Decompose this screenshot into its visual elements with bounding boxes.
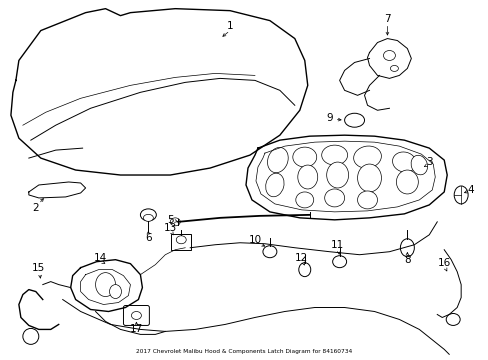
Text: 17: 17 bbox=[129, 324, 143, 334]
Ellipse shape bbox=[453, 186, 467, 204]
Ellipse shape bbox=[170, 218, 180, 226]
Ellipse shape bbox=[292, 147, 316, 167]
Text: 11: 11 bbox=[330, 240, 344, 250]
Ellipse shape bbox=[140, 209, 156, 221]
Ellipse shape bbox=[143, 214, 153, 221]
Ellipse shape bbox=[446, 314, 459, 325]
Ellipse shape bbox=[109, 285, 121, 298]
Ellipse shape bbox=[265, 173, 284, 197]
Text: 16: 16 bbox=[437, 258, 450, 268]
Ellipse shape bbox=[298, 263, 310, 276]
Text: 5: 5 bbox=[166, 215, 173, 225]
FancyBboxPatch shape bbox=[171, 234, 191, 250]
Ellipse shape bbox=[332, 256, 346, 268]
Text: 12: 12 bbox=[295, 253, 308, 263]
Ellipse shape bbox=[396, 170, 417, 194]
Text: 13: 13 bbox=[163, 223, 177, 233]
Text: 14: 14 bbox=[94, 253, 107, 263]
Text: 15: 15 bbox=[32, 263, 45, 273]
Ellipse shape bbox=[357, 164, 381, 192]
Ellipse shape bbox=[392, 152, 415, 172]
Text: 2: 2 bbox=[32, 203, 39, 213]
Ellipse shape bbox=[23, 328, 39, 345]
Ellipse shape bbox=[263, 246, 276, 258]
Text: 1: 1 bbox=[226, 21, 233, 31]
Ellipse shape bbox=[353, 146, 381, 168]
Ellipse shape bbox=[326, 162, 348, 188]
Ellipse shape bbox=[400, 239, 413, 257]
Ellipse shape bbox=[357, 191, 377, 209]
Text: 8: 8 bbox=[403, 255, 410, 265]
Ellipse shape bbox=[389, 66, 398, 71]
Ellipse shape bbox=[383, 50, 395, 60]
Ellipse shape bbox=[344, 113, 364, 127]
Ellipse shape bbox=[95, 273, 115, 297]
Ellipse shape bbox=[324, 189, 344, 207]
Text: 4: 4 bbox=[467, 185, 473, 195]
Text: 3: 3 bbox=[425, 157, 432, 167]
Text: 7: 7 bbox=[384, 14, 390, 24]
Text: 9: 9 bbox=[325, 113, 332, 123]
Text: 10: 10 bbox=[248, 235, 261, 245]
Ellipse shape bbox=[410, 155, 427, 175]
Text: 6: 6 bbox=[145, 233, 151, 243]
Ellipse shape bbox=[176, 236, 186, 244]
Ellipse shape bbox=[131, 311, 141, 319]
Ellipse shape bbox=[297, 165, 317, 189]
Text: 2017 Chevrolet Malibu Hood & Components Latch Diagram for 84160734: 2017 Chevrolet Malibu Hood & Components … bbox=[136, 349, 352, 354]
Ellipse shape bbox=[321, 145, 347, 165]
FancyBboxPatch shape bbox=[123, 306, 149, 325]
Ellipse shape bbox=[295, 192, 313, 208]
Ellipse shape bbox=[267, 148, 287, 173]
